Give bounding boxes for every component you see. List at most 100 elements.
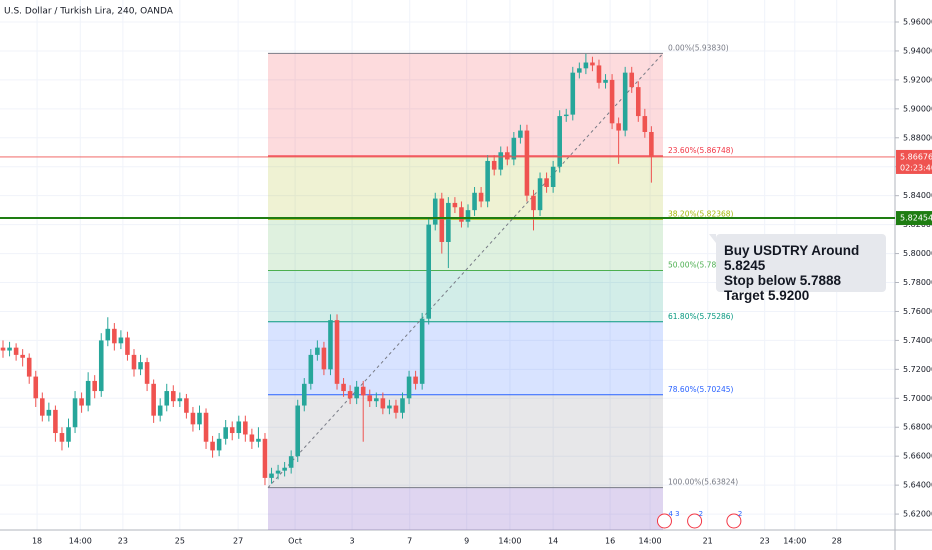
x-tick-label: 3: [350, 537, 355, 546]
candle-body: [380, 398, 386, 409]
candle-body: [505, 152, 510, 160]
candle-body: [544, 178, 549, 187]
candle-body: [531, 195, 536, 211]
candle-body: [85, 380, 91, 406]
y-tick-label: 5.84000: [903, 191, 932, 200]
candle-body: [282, 467, 287, 471]
candle-body: [144, 362, 150, 384]
y-tick-label: 5.90000: [903, 104, 932, 113]
candle-body: [596, 65, 602, 83]
candle-body: [40, 398, 45, 416]
candle-body: [46, 409, 52, 416]
candle-body: [0, 347, 6, 351]
candle-body: [537, 178, 543, 211]
candle-body: [92, 380, 97, 392]
candle-body: [413, 376, 418, 384]
candle-body: [131, 354, 137, 370]
candle-body: [374, 398, 379, 402]
y-tick-label: 5.96000: [903, 17, 932, 26]
candle-body: [105, 328, 111, 341]
candle-body: [478, 192, 484, 202]
fib-label: 38.20%(5.82368): [668, 209, 734, 218]
chart-title: U.S. Dollar / Turkish Lira, 240, OANDA: [4, 7, 174, 17]
candle-body: [203, 412, 209, 442]
candle-body: [465, 210, 471, 222]
x-tick-label: 27: [233, 537, 243, 546]
candle-body: [190, 412, 196, 425]
x-tick-label: 23: [118, 537, 128, 546]
candle-body: [419, 318, 425, 384]
candle-body: [59, 433, 65, 442]
candle-body: [243, 421, 248, 435]
candle-body: [341, 383, 346, 392]
x-tick-label: 7: [407, 537, 412, 546]
fib-band: [268, 321, 663, 395]
y-tick-label: 5.68000: [903, 423, 932, 432]
candle-body: [26, 357, 32, 377]
candle-body: [223, 427, 228, 439]
candle-body: [642, 116, 648, 132]
candle-body: [550, 166, 556, 187]
candle-body: [295, 405, 301, 457]
candle-body: [328, 320, 333, 370]
candle-body: [138, 362, 143, 370]
fib-label: 100.00%(5.63824): [668, 478, 738, 487]
candle-body: [367, 395, 373, 402]
fib-band: [268, 394, 663, 488]
fib-band: [268, 53, 663, 156]
fib-band: [268, 487, 663, 530]
candle-body: [308, 354, 314, 384]
fib-label: 23.60%(5.86748): [668, 146, 734, 155]
x-tick-label: 14:00: [69, 537, 92, 546]
y-tick-label: 5.74000: [903, 336, 932, 345]
candle-body: [66, 427, 71, 442]
candle-body: [622, 72, 628, 131]
candle-body: [629, 72, 635, 88]
y-tick-label: 5.66000: [903, 452, 932, 461]
candle-body: [72, 398, 78, 428]
candle-body: [125, 337, 130, 355]
candle-body: [53, 409, 58, 434]
candle-body: [288, 456, 294, 468]
x-tick-label: 14:00: [783, 537, 806, 546]
candle-body: [426, 224, 431, 319]
candle-body: [570, 72, 576, 115]
candle-body: [518, 130, 523, 138]
y-tick-label: 5.76000: [903, 307, 932, 316]
candle-body: [563, 114, 569, 117]
candle-body: [321, 347, 327, 370]
x-tick-label: 9: [464, 537, 469, 546]
candle-body: [498, 152, 504, 170]
candle-body: [20, 354, 25, 358]
candle-body: [334, 320, 340, 384]
fib-label: 61.80%(5.75286): [668, 312, 734, 321]
candle-body: [616, 123, 621, 131]
candle-body: [118, 337, 124, 344]
candle-body: [184, 398, 189, 413]
candle-body: [609, 79, 615, 124]
candle-body: [432, 198, 438, 225]
fib-label: 50.00%(5.78827): [668, 261, 734, 270]
candle-body: [360, 386, 366, 396]
candle-body: [177, 398, 183, 402]
fib-label: 0.00%(5.93830): [668, 43, 729, 52]
event-label: 2: [738, 510, 742, 518]
candle-body: [354, 386, 359, 399]
y-tick-label: 5.78000: [903, 278, 932, 287]
y-tick-label: 5.64000: [903, 481, 932, 490]
candle-body: [151, 383, 156, 416]
fib-label: 78.60%(5.70245): [668, 385, 734, 394]
candle-body: [577, 68, 582, 73]
candle-body: [275, 470, 281, 474]
price-badge-label: 5.82454: [900, 214, 932, 223]
candle-body: [524, 130, 530, 196]
y-tick-label: 5.72000: [903, 365, 932, 374]
candle-body: [13, 347, 19, 355]
candle-body: [197, 412, 202, 425]
event-icon: [687, 513, 703, 529]
candle-body: [387, 405, 392, 409]
candle-body: [236, 421, 242, 434]
price-badge: [896, 149, 932, 174]
x-tick-label: 18: [32, 537, 42, 546]
